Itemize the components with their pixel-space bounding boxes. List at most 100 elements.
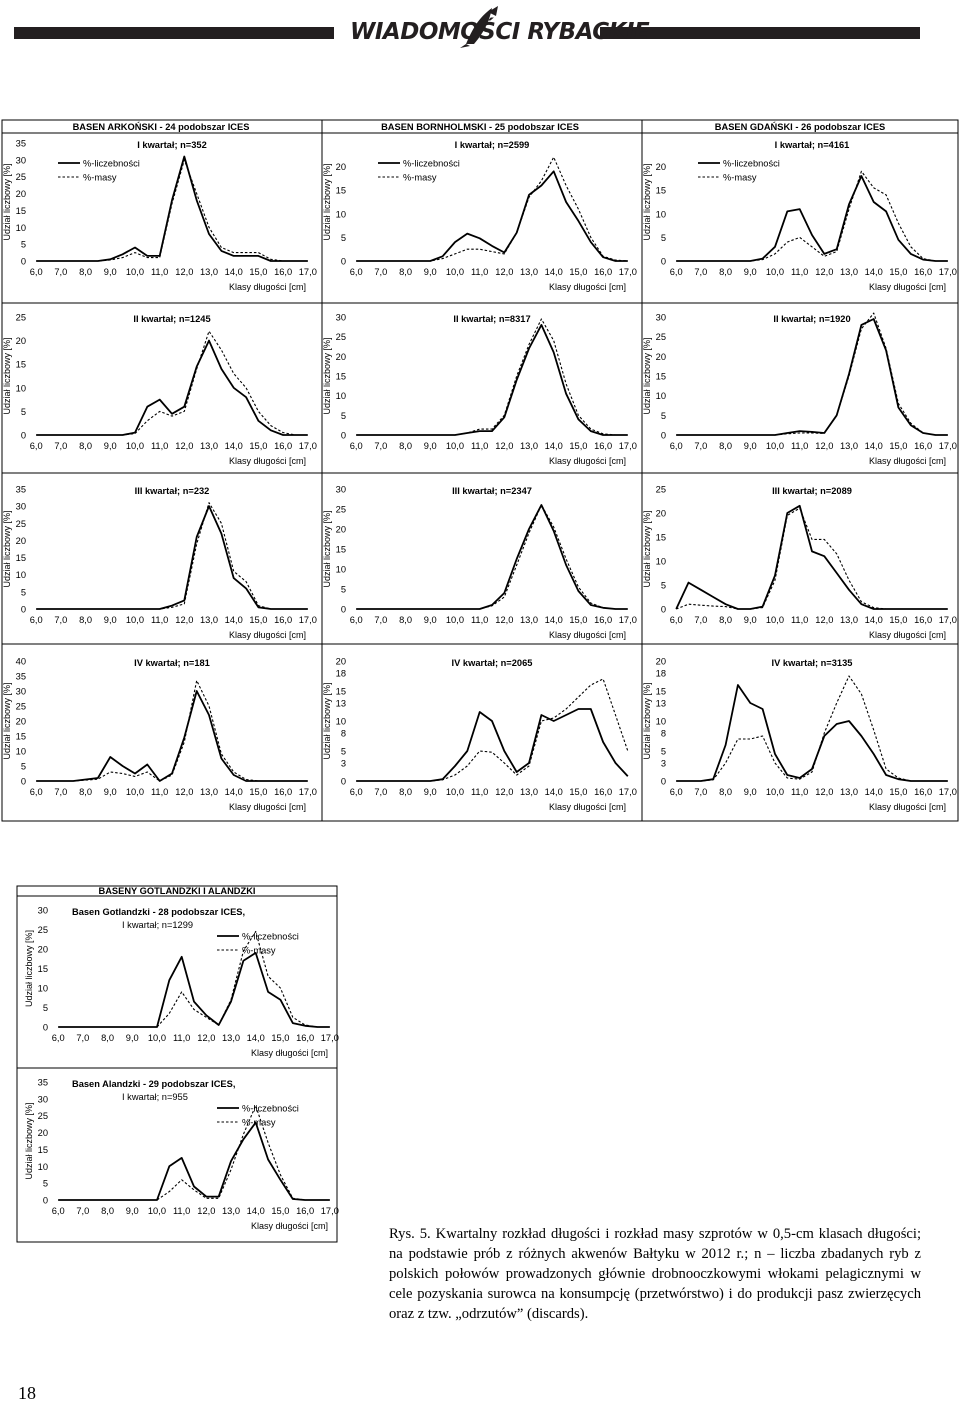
- x-tick-label: 15,0: [249, 441, 267, 451]
- y-tick-label: 5: [43, 1003, 48, 1013]
- y-tick-label: 30: [336, 313, 346, 323]
- x-tick-label: 9,0: [744, 787, 757, 797]
- y-axis-label: Udział liczbowy [%]: [642, 163, 652, 240]
- series-line-count: [356, 708, 629, 782]
- x-tick-label: 13,0: [520, 787, 538, 797]
- x-tick-label: 17,0: [619, 267, 637, 277]
- y-tick-label: 35: [16, 139, 26, 149]
- x-tick-label: 15,0: [271, 1033, 289, 1043]
- legend-label: %-masy: [403, 173, 437, 183]
- x-tick-label: 6,0: [350, 267, 363, 277]
- y-tick-label: 10: [16, 223, 26, 233]
- x-tick-label: 10,0: [126, 441, 144, 451]
- y-axis-label: Udział liczbowy [%]: [322, 510, 332, 587]
- y-tick-label: 25: [38, 1111, 48, 1121]
- series-line-mass: [58, 1105, 330, 1201]
- chart-title: Basen Gotlandzki - 28 podobszar ICES,: [72, 907, 245, 917]
- x-tick-label: 12,0: [815, 267, 833, 277]
- x-tick-label: 17,0: [619, 615, 637, 625]
- x-tick-label: 12,0: [175, 787, 193, 797]
- y-tick-label: 10: [656, 391, 666, 401]
- chart-title: III kwartał; n=2089: [772, 486, 852, 496]
- y-tick-label: 20: [336, 657, 346, 667]
- x-tick-label: 8,0: [719, 615, 732, 625]
- series-line-count: [675, 504, 948, 610]
- x-axis-label: Klasy długości [cm]: [869, 630, 946, 640]
- x-tick-label: 15,0: [249, 615, 267, 625]
- x-tick-label: 9,0: [126, 1206, 139, 1216]
- y-tick-label: 5: [341, 747, 346, 757]
- y-tick-label: 0: [43, 1196, 48, 1206]
- x-tick-label: 10,0: [148, 1033, 166, 1043]
- y-tick-label: 13: [336, 699, 346, 709]
- y-tick-label: 18: [336, 669, 346, 679]
- x-tick-label: 7,0: [374, 441, 387, 451]
- series-line-count: [36, 339, 308, 436]
- x-tick-label: 11,0: [173, 1206, 190, 1216]
- x-tick-label: 8,0: [101, 1206, 114, 1216]
- x-tick-label: 16,0: [914, 267, 932, 277]
- y-tick-label: 25: [336, 332, 346, 342]
- x-tick-label: 11,0: [151, 615, 168, 625]
- y-tick-label: 0: [21, 605, 26, 615]
- x-tick-label: 17,0: [299, 615, 317, 625]
- x-tick-label: 15,0: [569, 267, 587, 277]
- x-tick-label: 11,0: [471, 615, 488, 625]
- y-axis-label: Udział liczbowy [%]: [2, 510, 12, 587]
- legend-label: %-liczebności: [242, 1104, 299, 1114]
- x-tick-label: 9,0: [126, 1033, 139, 1043]
- x-tick-label: 6,0: [670, 441, 683, 451]
- x-tick-label: 6,0: [30, 787, 43, 797]
- y-tick-label: 15: [16, 553, 26, 563]
- y-tick-label: 20: [656, 509, 666, 519]
- y-tick-label: 0: [21, 257, 26, 267]
- y-tick-label: 15: [336, 687, 346, 697]
- x-tick-label: 16,0: [594, 267, 612, 277]
- x-tick-label: 16,0: [296, 1033, 314, 1043]
- x-tick-label: 15,0: [569, 441, 587, 451]
- y-tick-label: 10: [16, 570, 26, 580]
- y-tick-label: 20: [38, 945, 48, 955]
- series-line-mass: [36, 502, 308, 610]
- x-tick-label: 9,0: [104, 787, 117, 797]
- y-tick-label: 35: [16, 672, 26, 682]
- x-tick-label: 17,0: [939, 267, 957, 277]
- chart-subtitle: I kwartał; n=955: [122, 1092, 188, 1102]
- x-tick-label: 11,0: [791, 441, 808, 451]
- series-line-count: [676, 175, 948, 262]
- x-axis-label: Klasy długości [cm]: [869, 802, 946, 812]
- y-tick-label: 25: [16, 702, 26, 712]
- y-tick-label: 10: [336, 209, 346, 219]
- x-tick-label: 15,0: [889, 615, 907, 625]
- chart-title: II kwartał; n=1920: [773, 314, 850, 324]
- x-tick-label: 6,0: [670, 615, 683, 625]
- x-tick-label: 12,0: [495, 615, 513, 625]
- legend-label: %-liczebności: [403, 159, 460, 169]
- y-tick-label: 15: [656, 533, 666, 543]
- x-tick-label: 10,0: [126, 787, 144, 797]
- y-tick-label: 5: [21, 762, 26, 772]
- x-tick-label: 6,0: [30, 615, 43, 625]
- y-tick-label: 5: [661, 233, 666, 243]
- chart-title: IV kwartał; n=3135: [772, 658, 853, 668]
- x-tick-label: 7,0: [76, 1033, 89, 1043]
- x-tick-label: 17,0: [299, 787, 317, 797]
- y-tick-label: 5: [43, 1179, 48, 1189]
- x-tick-label: 13,0: [520, 267, 538, 277]
- x-tick-label: 13,0: [840, 267, 858, 277]
- series-line-count: [58, 952, 330, 1028]
- legend-label: %-liczebności: [723, 159, 780, 169]
- x-axis-label: Klasy długości [cm]: [229, 802, 306, 812]
- x-tick-label: 12,0: [815, 441, 833, 451]
- x-tick-label: 14,0: [225, 267, 243, 277]
- x-tick-label: 9,0: [104, 267, 117, 277]
- y-tick-label: 5: [21, 407, 26, 417]
- chart-title: I kwartał; n=352: [137, 140, 207, 150]
- y-tick-label: 20: [656, 352, 666, 362]
- series-line-count: [58, 1121, 330, 1201]
- x-tick-label: 11,0: [471, 267, 488, 277]
- y-tick-label: 15: [38, 964, 48, 974]
- x-tick-label: 9,0: [424, 441, 437, 451]
- x-tick-label: 11,0: [151, 787, 168, 797]
- series-line-count: [36, 155, 308, 262]
